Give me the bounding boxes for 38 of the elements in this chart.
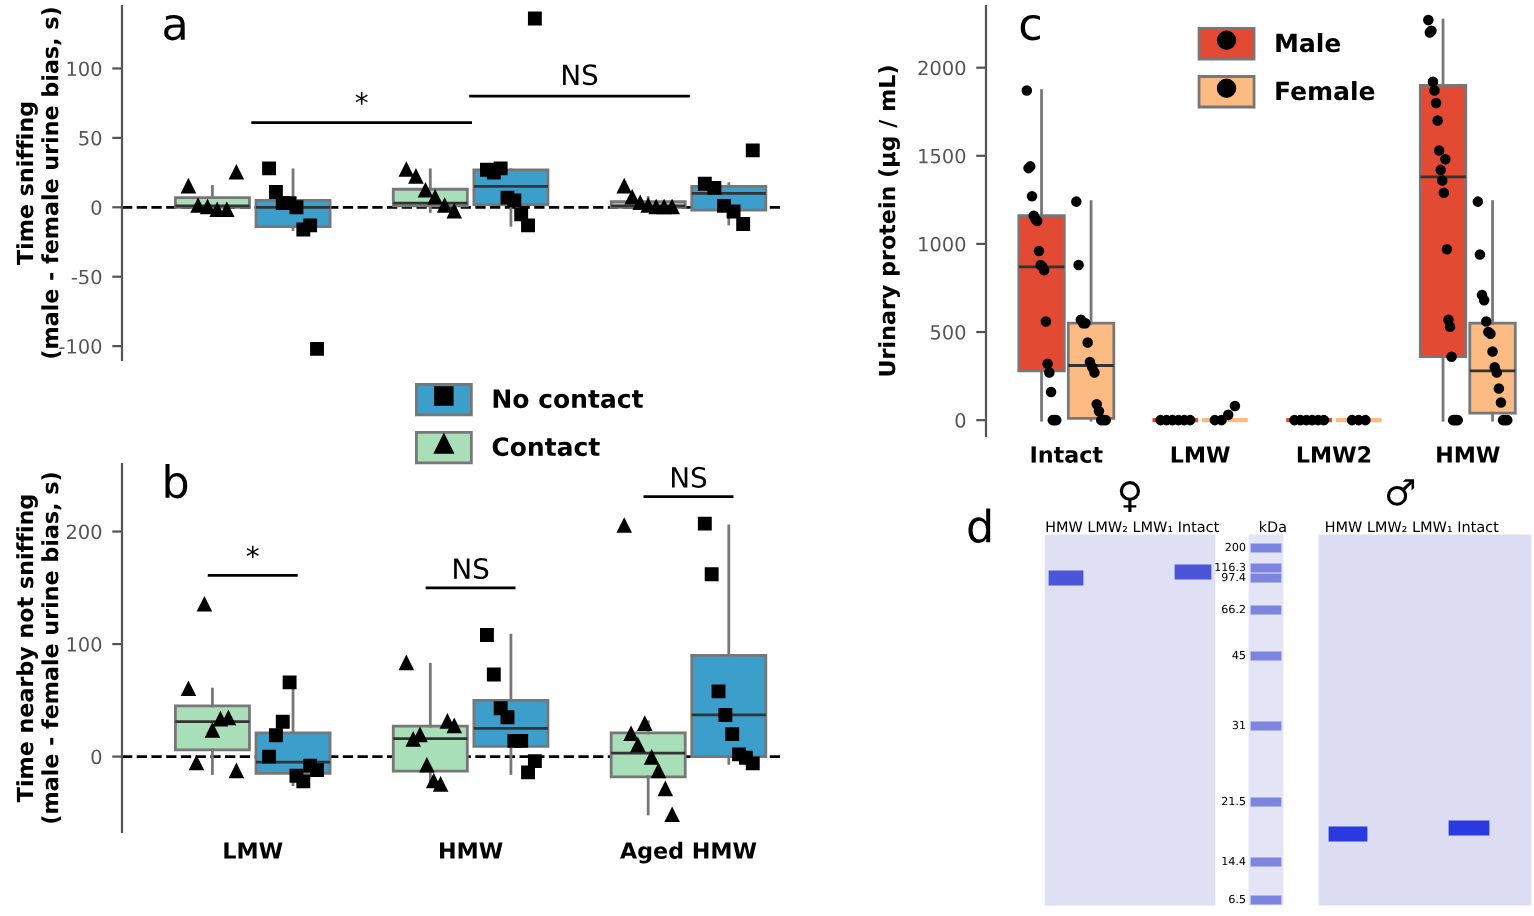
y-tick-label: 1000: [919, 236, 966, 252]
chart-title: a: [164, 14, 185, 41]
y-tick-label: 50: [79, 130, 102, 146]
y-tick-label: -100: [59, 339, 102, 354]
y-tick-label: 2000: [918, 60, 966, 76]
x-tick-label: LMW: [224, 842, 283, 859]
annotation: NS: [563, 64, 598, 86]
annotation: NS: [454, 558, 489, 580]
x-tick-label: LMW2: [1297, 446, 1371, 463]
y-axis-title: Time sniffing (male - female urine bias, s): [16, 8, 62, 358]
x-tick-label: HMW: [440, 842, 503, 859]
legend-label: Male: [1276, 33, 1341, 53]
y-tick-label: 100: [67, 637, 102, 652]
y-tick-label: 0: [91, 749, 102, 765]
annotation: *: [246, 545, 259, 559]
x-tick-label: HMW: [1437, 446, 1500, 463]
y-tick-label: 0: [955, 413, 966, 428]
y-tick-label: 100: [67, 61, 102, 77]
y-tick-label: -50: [71, 269, 102, 285]
annotation: *: [355, 92, 368, 105]
y-axis-title: Time nearby not sniffing (male - female urine bias, s): [16, 473, 62, 823]
text: d: [968, 508, 991, 543]
text: ♀: [1119, 480, 1141, 512]
legend-label: Contact: [492, 437, 600, 457]
annotation: NS: [672, 466, 707, 488]
x-tick-label: Aged HMW: [620, 841, 757, 864]
x-tick-label: LMW: [1171, 446, 1230, 463]
y-axis-title: Urinary protein (µg / mL): [878, 66, 900, 376]
chart-title: b: [165, 464, 188, 499]
text: ♂: [1386, 479, 1415, 506]
x-tick-label: Intact: [1031, 446, 1103, 463]
y-tick-label: 200: [66, 524, 102, 540]
legend-label: Female: [1276, 81, 1375, 101]
chart-title: c: [1020, 14, 1040, 41]
y-tick-label: 1500: [919, 148, 966, 164]
y-tick-label: 0: [91, 200, 102, 215]
y-tick-label: 500: [930, 324, 966, 340]
legend-label: No contact: [493, 389, 643, 409]
